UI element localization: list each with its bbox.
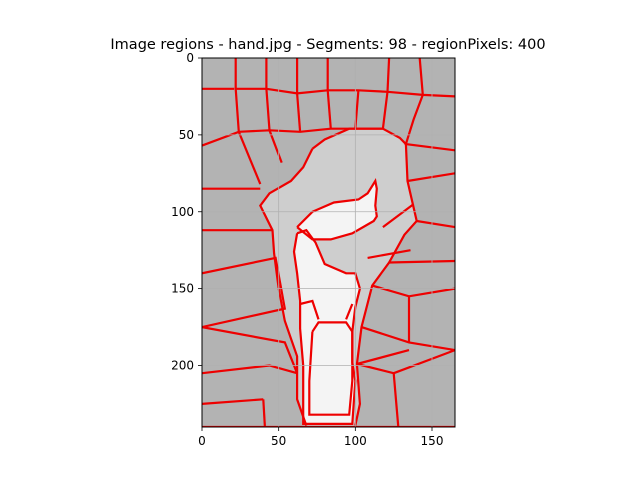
region-boundary-21 [262,399,266,427]
y-tick-label: 100 [171,205,194,219]
region-boundary-30 [407,172,455,183]
region-boundary-32 [389,259,455,264]
region-boundary-24 [259,148,314,426]
x-tick-label: 100 [344,434,367,448]
region-boundary-20 [202,398,264,405]
region-boundary-6 [418,58,424,95]
y-axis-ticks: 0 50 100 150 200 [171,51,202,373]
region-boundary-18 [202,326,299,374]
region-boundary-7 [235,87,455,98]
region-boundary-27 [308,321,354,416]
x-tick-label: 50 [271,434,286,448]
region-boundary-13 [237,131,262,185]
region-boundary-40 [367,249,411,259]
region-2 [297,181,377,240]
x-tick-label: 0 [198,434,206,448]
region-boundary-28 [299,299,320,320]
region-boundary-39 [382,203,415,228]
y-tick-label: 200 [171,359,194,373]
y-tick-label: 0 [186,51,194,65]
chart-title: Image regions - hand.jpg - Segments: 98 … [110,37,545,53]
region-boundary-25 [296,178,378,241]
region-boundary-8 [296,93,302,132]
x-tick-label: 150 [421,434,444,448]
y-tick-label: 150 [171,282,194,296]
region-boundary-14 [268,129,283,163]
region-boundary-29 [345,303,354,320]
region-boundary-31 [416,219,455,229]
region-boundary-35 [356,349,410,366]
region-boundary-12 [202,127,356,147]
region-boundary-5 [386,58,391,92]
region-boundary-9 [326,90,332,129]
region-boundary-17 [202,256,287,329]
region-boundary-11 [404,94,455,152]
x-axis-ticks: 0 50 100 150 [198,427,443,448]
region-boundary-37 [393,349,455,375]
image-plot-area [202,58,455,427]
axes-frame [201,57,456,428]
y-tick-label: 50 [179,128,194,142]
